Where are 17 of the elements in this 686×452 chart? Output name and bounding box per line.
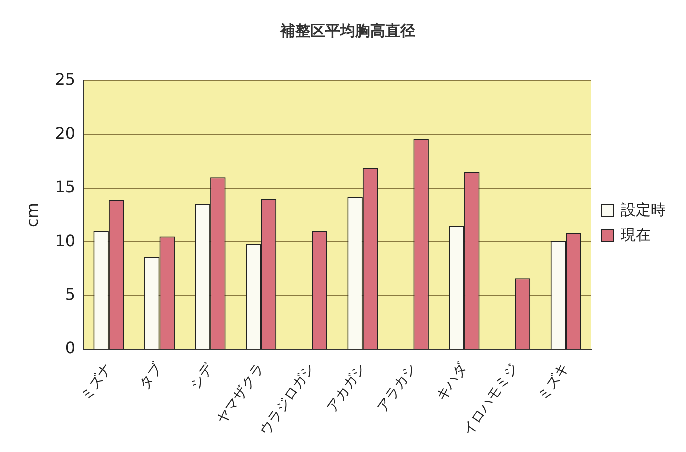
y-tick-label: 20 [55, 124, 76, 143]
y-tick-label: 5 [65, 285, 76, 304]
x-tick-label: アラカシ [374, 360, 420, 416]
y-tick-label: 0 [65, 338, 76, 358]
x-tick-label: ミズキ [535, 360, 572, 404]
x-tick-label: タブ [136, 360, 167, 393]
chart-title: 補整区平均胸高直径 [280, 22, 416, 40]
y-axis-title: cm [22, 203, 42, 228]
legend-label: 設定時 [621, 200, 666, 219]
x-tick-label: ミズナ [78, 360, 116, 404]
y-tick-label: 15 [55, 178, 76, 197]
y-tick-label: 10 [55, 231, 76, 250]
x-tick-label: キハダ [434, 360, 472, 404]
legend-label: 現在 [621, 226, 651, 244]
x-tick-label: アカガシ [324, 360, 370, 416]
y-tick-label: 25 [55, 70, 76, 90]
x-tick-label: シデ [188, 360, 218, 393]
